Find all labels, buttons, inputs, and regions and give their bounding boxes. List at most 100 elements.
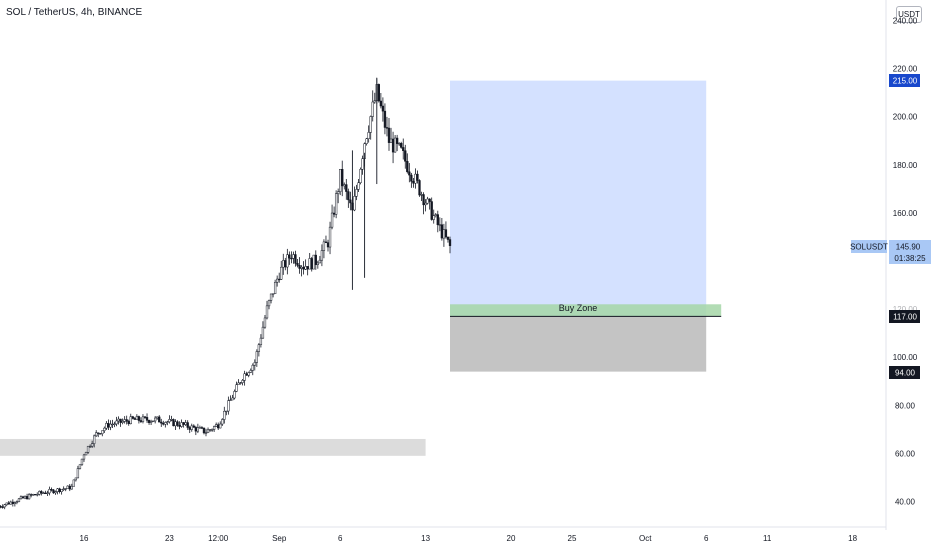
candle <box>355 184 358 201</box>
candle <box>135 414 139 420</box>
candle <box>1 504 4 509</box>
candle <box>68 484 71 492</box>
candle <box>267 299 271 310</box>
candle <box>72 479 75 487</box>
candle <box>54 490 57 495</box>
candle <box>276 275 279 287</box>
candle <box>243 370 246 386</box>
candle <box>434 212 437 218</box>
price-tick-label: 100.00 <box>893 353 918 362</box>
candle <box>371 90 374 122</box>
symbol-title: SOL / TetherUS, 4h, BINANCE <box>6 7 143 18</box>
candle <box>402 138 405 160</box>
candle <box>27 493 31 500</box>
price-tick-label: 160.00 <box>893 209 918 218</box>
candle <box>125 415 128 425</box>
buy-zone-zone <box>450 304 722 317</box>
candle <box>111 419 114 429</box>
zone-layer <box>0 80 722 456</box>
candle <box>422 192 425 215</box>
candle <box>292 251 295 264</box>
candle <box>442 223 446 247</box>
candle <box>48 486 51 496</box>
candle <box>284 257 287 271</box>
candle <box>192 424 195 428</box>
candle <box>109 420 112 431</box>
candle <box>383 103 387 135</box>
candle <box>334 190 338 219</box>
candle <box>257 343 261 357</box>
candle <box>196 423 200 434</box>
candle <box>339 168 342 196</box>
candle <box>217 422 220 430</box>
candle <box>74 477 78 482</box>
candle <box>282 253 285 275</box>
time-tick-label: 20 <box>507 534 516 543</box>
candle <box>0 505 2 509</box>
candle <box>32 493 35 496</box>
candle <box>298 257 301 274</box>
currency-selector[interactable]: USDT <box>896 6 922 23</box>
candle <box>82 453 86 462</box>
candle <box>347 188 350 208</box>
candle <box>290 251 293 264</box>
candle <box>444 221 448 239</box>
candle <box>369 115 372 140</box>
support-zone <box>0 438 426 456</box>
candle <box>19 495 23 500</box>
time-axis[interactable]: 16 23 12:00 Sep 6 13 20 25 Oct 6 11 18 <box>80 534 858 543</box>
candle <box>145 413 149 423</box>
time-tick-label: 13 <box>421 534 430 543</box>
candle <box>261 321 265 339</box>
candle <box>62 486 65 492</box>
candle <box>416 170 419 184</box>
candle <box>373 92 376 104</box>
candle-series <box>0 77 452 510</box>
time-tick-label: Oct <box>639 534 652 543</box>
candle <box>273 279 277 294</box>
candle <box>36 492 39 497</box>
buy-zone-label: Buy Zone <box>559 303 598 313</box>
candle <box>324 235 328 243</box>
candle <box>52 489 55 494</box>
candle <box>166 420 169 426</box>
candle <box>328 221 332 255</box>
candle <box>119 418 122 427</box>
candle <box>151 420 155 422</box>
price-tick-label: 40.00 <box>895 498 916 507</box>
price-tick-label: 80.00 <box>895 401 916 410</box>
candle <box>113 421 116 428</box>
candle <box>78 464 82 470</box>
candle <box>227 396 230 415</box>
candle <box>156 416 159 420</box>
candle <box>95 430 98 437</box>
candle <box>357 178 360 192</box>
candle <box>312 254 315 270</box>
candle <box>7 500 10 505</box>
candle <box>395 134 399 152</box>
candle <box>225 410 228 416</box>
candle <box>139 417 143 423</box>
time-tick-label: 25 <box>568 534 577 543</box>
candle <box>34 493 37 496</box>
candle <box>410 172 413 188</box>
candle <box>64 488 67 492</box>
candle <box>367 125 370 143</box>
last-price-badge: 145.90 01:38:25 <box>889 240 931 264</box>
candle <box>198 425 202 429</box>
candle <box>436 210 439 233</box>
candle <box>25 493 29 500</box>
candle <box>219 421 222 429</box>
candle <box>265 300 269 320</box>
candle <box>389 127 393 143</box>
candle <box>117 416 120 425</box>
candle <box>42 491 45 494</box>
svg-text:SOLUSDT: SOLUSDT <box>850 243 888 252</box>
candle <box>15 500 19 505</box>
candle <box>341 160 344 197</box>
candle <box>322 239 326 259</box>
candle <box>296 258 299 268</box>
candle <box>129 413 132 425</box>
candle <box>404 144 407 169</box>
